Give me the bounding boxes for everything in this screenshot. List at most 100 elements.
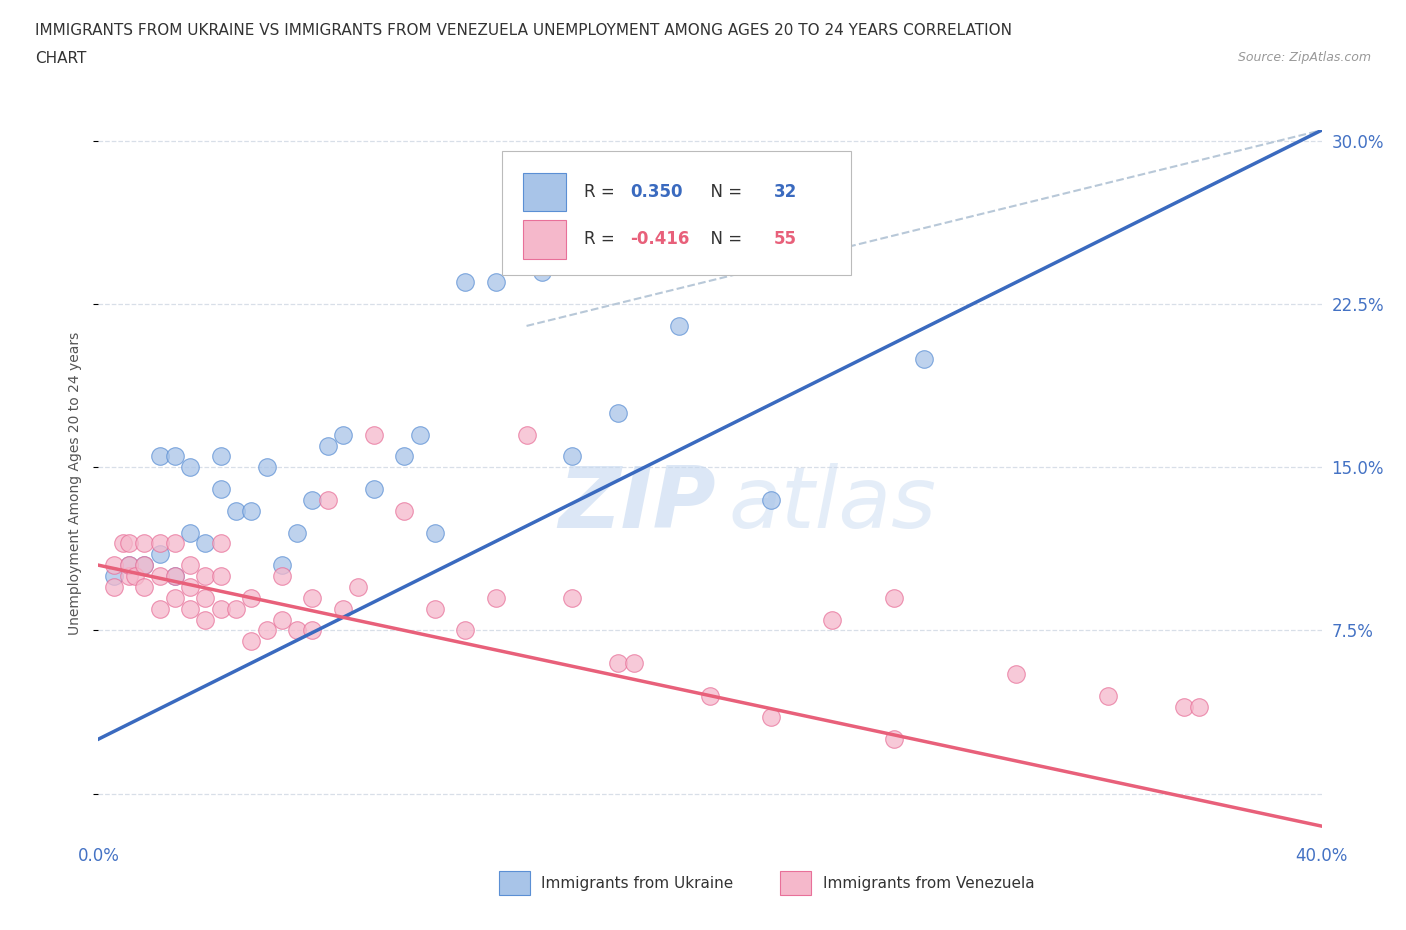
Point xyxy=(118,568,141,583)
Text: Immigrants from Venezuela: Immigrants from Venezuela xyxy=(823,875,1035,891)
Point xyxy=(485,591,508,605)
Point xyxy=(912,352,935,366)
Bar xyxy=(780,871,811,895)
Point xyxy=(209,482,232,497)
Point xyxy=(118,558,141,573)
Text: N =: N = xyxy=(700,231,748,248)
Point xyxy=(256,459,278,474)
Point xyxy=(149,536,172,551)
Point xyxy=(363,427,385,442)
Point xyxy=(408,427,430,442)
Point xyxy=(240,634,263,649)
Text: R =: R = xyxy=(583,231,620,248)
Point xyxy=(149,449,172,464)
Point xyxy=(134,558,156,573)
FancyBboxPatch shape xyxy=(502,152,851,275)
Point xyxy=(149,568,172,583)
Point xyxy=(209,568,232,583)
Text: Immigrants from Ukraine: Immigrants from Ukraine xyxy=(541,875,734,891)
Point xyxy=(1188,699,1211,714)
Point xyxy=(883,732,905,747)
Point xyxy=(179,459,201,474)
Point xyxy=(225,503,247,518)
Point xyxy=(270,612,292,627)
Bar xyxy=(523,220,565,259)
Point xyxy=(134,579,156,594)
Point xyxy=(699,688,721,703)
Text: ZIP: ZIP xyxy=(558,463,716,546)
Point xyxy=(607,405,630,420)
Point xyxy=(1097,688,1119,703)
Point xyxy=(883,591,905,605)
Point xyxy=(194,568,217,583)
Point xyxy=(423,601,446,616)
Point xyxy=(179,601,201,616)
Point xyxy=(530,264,553,279)
Point xyxy=(516,427,538,442)
Point xyxy=(301,493,323,508)
Point xyxy=(1173,699,1195,714)
Point xyxy=(179,579,201,594)
Point xyxy=(270,568,292,583)
Point xyxy=(285,525,308,540)
Point xyxy=(561,591,583,605)
Point xyxy=(301,623,323,638)
Point xyxy=(134,558,156,573)
Point xyxy=(363,482,385,497)
Point xyxy=(347,579,370,594)
Point xyxy=(163,568,186,583)
Point xyxy=(163,536,186,551)
Point xyxy=(103,579,125,594)
Point xyxy=(194,536,217,551)
Point xyxy=(103,558,125,573)
Point xyxy=(118,558,141,573)
Point xyxy=(118,536,141,551)
Point xyxy=(124,568,146,583)
Point xyxy=(163,591,186,605)
Point xyxy=(240,591,263,605)
Text: -0.416: -0.416 xyxy=(630,231,690,248)
Point xyxy=(194,591,217,605)
Text: 0.350: 0.350 xyxy=(630,183,683,201)
Bar xyxy=(499,871,530,895)
Text: CHART: CHART xyxy=(35,51,87,66)
Point xyxy=(301,591,323,605)
Point xyxy=(454,623,477,638)
Point xyxy=(423,525,446,540)
Point xyxy=(111,536,134,551)
Bar xyxy=(523,173,565,211)
Point xyxy=(392,449,416,464)
Point xyxy=(179,558,201,573)
Point xyxy=(668,318,690,333)
Point xyxy=(270,558,292,573)
Text: R =: R = xyxy=(583,183,620,201)
Point xyxy=(256,623,278,638)
Point xyxy=(209,536,232,551)
Point xyxy=(454,275,477,290)
Point xyxy=(759,493,782,508)
Point xyxy=(332,601,354,616)
Point xyxy=(209,601,232,616)
Point xyxy=(623,656,645,671)
Text: 32: 32 xyxy=(773,183,797,201)
Point xyxy=(149,601,172,616)
Point xyxy=(163,568,186,583)
Point xyxy=(179,525,201,540)
Point xyxy=(103,568,125,583)
Point xyxy=(285,623,308,638)
Point xyxy=(332,427,354,442)
Text: 55: 55 xyxy=(773,231,797,248)
Point xyxy=(240,503,263,518)
Point xyxy=(316,438,339,453)
Text: N =: N = xyxy=(700,183,748,201)
Text: atlas: atlas xyxy=(728,463,936,546)
Point xyxy=(209,449,232,464)
Point xyxy=(194,612,217,627)
Point xyxy=(561,449,583,464)
Point xyxy=(163,449,186,464)
Text: IMMIGRANTS FROM UKRAINE VS IMMIGRANTS FROM VENEZUELA UNEMPLOYMENT AMONG AGES 20 : IMMIGRANTS FROM UKRAINE VS IMMIGRANTS FR… xyxy=(35,23,1012,38)
Point xyxy=(821,612,844,627)
Point xyxy=(149,547,172,562)
Point xyxy=(316,493,339,508)
Text: Source: ZipAtlas.com: Source: ZipAtlas.com xyxy=(1237,51,1371,64)
